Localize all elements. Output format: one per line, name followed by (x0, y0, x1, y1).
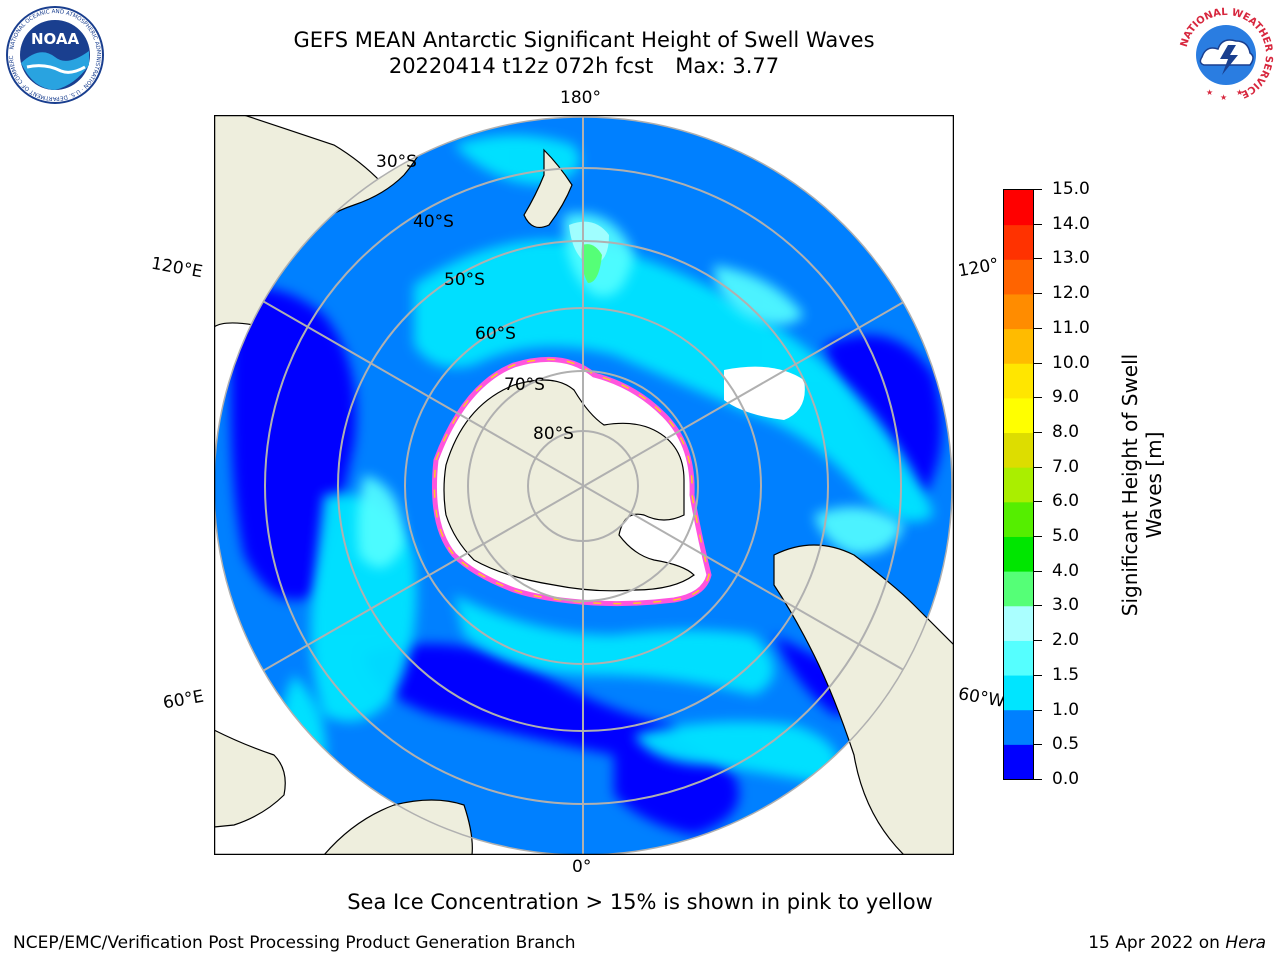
colorbar-tick-mark (1034, 675, 1042, 676)
colorbar-tick-mark (1034, 710, 1042, 711)
footer-machine: Hera (1225, 933, 1266, 953)
svg-text:★: ★ (1236, 88, 1243, 97)
colorbar-tick-label: 1.0 (1052, 700, 1080, 720)
colorbar-tick-label: 6.0 (1052, 491, 1080, 511)
lat-label-70s: 70°S (504, 375, 545, 395)
colorbar-swatch (1004, 675, 1033, 711)
map-subtitle: 20220414 t12z 072h fcst Max: 3.77 (214, 53, 954, 79)
footer-date: 15 Apr 2022 on Hera (1088, 933, 1266, 953)
lon-label-60e: 60°E (161, 686, 206, 714)
colorbar-tick-label: 9.0 (1052, 387, 1080, 407)
svg-text:★: ★ (1220, 93, 1227, 102)
colorbar-tick-label: 3.0 (1052, 595, 1080, 615)
colorbar-tick-label: 14.0 (1052, 214, 1090, 234)
colorbar-swatch (1004, 397, 1033, 434)
lon-label-120w: 120° (956, 254, 1001, 282)
colorbar-tick-label: 12.0 (1052, 283, 1090, 303)
colorbar-tick-mark (1034, 605, 1042, 606)
colorbar-tick-label: 13.0 (1052, 248, 1090, 268)
colorbar-swatch (1004, 605, 1033, 641)
colorbar-tick-mark (1034, 328, 1042, 329)
colorbar-swatch (1004, 571, 1033, 607)
colorbar-tick-label: 10.0 (1052, 353, 1090, 373)
colorbar (1003, 189, 1034, 780)
colorbar-swatch (1004, 432, 1033, 468)
colorbar-tick-label: 5.0 (1052, 526, 1080, 546)
colorbar-tick-mark (1034, 779, 1042, 780)
colorbar-swatch (1004, 293, 1033, 330)
ocean-disc (214, 117, 952, 855)
footer-date-text: 15 Apr 2022 on (1088, 933, 1220, 953)
colorbar-tick-label: 2.0 (1052, 630, 1080, 650)
colorbar-tick-label: 1.5 (1052, 665, 1080, 685)
colorbar-title-line2: Waves [m] (1142, 431, 1166, 539)
colorbar-tick-mark (1034, 189, 1042, 190)
colorbar-tick-label: 8.0 (1052, 422, 1080, 442)
lat-label-80s: 80°S (533, 424, 574, 444)
colorbar-tick-mark (1034, 467, 1042, 468)
max-value: Max: 3.77 (675, 54, 780, 78)
colorbar-swatch (1004, 363, 1033, 399)
polar-map (214, 115, 954, 855)
colorbar-tick-mark (1034, 363, 1042, 364)
lon-label-60w: 60°W (956, 684, 1007, 712)
colorbar-tick-mark (1034, 536, 1042, 537)
lon-label-0: 0° (572, 857, 592, 877)
colorbar-tick-label: 0.0 (1052, 769, 1080, 789)
forecast-run: 20220414 t12z 072h fcst (388, 54, 654, 78)
nws-logo: NATIONAL WEATHER SERVICE ★ ★ ★ (1176, 5, 1276, 109)
lat-label-30s: 30°S (376, 152, 417, 172)
colorbar-tick-mark (1034, 501, 1042, 502)
colorbar-swatch (1004, 536, 1033, 572)
colorbar-swatch (1004, 640, 1033, 676)
colorbar-title-line1: Significant Height of Swell (1118, 353, 1142, 617)
lon-label-180: 180° (560, 88, 601, 108)
lat-label-60s: 60°S (475, 324, 516, 344)
colorbar-tick-mark (1034, 224, 1042, 225)
graticule (214, 117, 952, 855)
colorbar-tick-label: 11.0 (1052, 318, 1090, 338)
colorbar-swatch (1004, 224, 1033, 260)
colorbar-tick-mark (1034, 640, 1042, 641)
noaa-logo: NATIONAL OCEANIC AND ATMOSPHERIC ADMINIS… (3, 1, 105, 109)
colorbar-swatch (1004, 501, 1033, 537)
lon-label-120e: 120°E (149, 253, 205, 283)
colorbar-title: Significant Height of Swell Waves [m] (1118, 285, 1166, 685)
colorbar-tick-mark (1034, 293, 1042, 294)
colorbar-tick-mark (1034, 571, 1042, 572)
colorbar-tick-label: 15.0 (1052, 179, 1090, 199)
colorbar-swatch (1004, 467, 1033, 503)
colorbar-swatch (1004, 328, 1033, 364)
colorbar-swatch (1004, 190, 1033, 226)
footer-branch: NCEP/EMC/Verification Post Processing Pr… (13, 933, 576, 953)
colorbar-tick-label: 7.0 (1052, 457, 1080, 477)
colorbar-tick-label: 0.5 (1052, 734, 1080, 754)
colorbar-tick-mark (1034, 397, 1042, 398)
svg-text:★: ★ (1206, 88, 1213, 97)
colorbar-swatch (1004, 744, 1033, 779)
colorbar-swatch (1004, 259, 1033, 295)
noaa-text: NOAA (31, 30, 80, 48)
colorbar-tick-mark (1034, 744, 1042, 745)
lat-label-40s: 40°S (413, 212, 454, 232)
colorbar-swatch (1004, 709, 1033, 745)
map-title: GEFS MEAN Antarctic Significant Height o… (293, 28, 875, 52)
colorbar-tick-mark (1034, 258, 1042, 259)
sea-ice-note: Sea Ice Concentration > 15% is shown in … (347, 890, 933, 914)
colorbar-tick-mark (1034, 432, 1042, 433)
map-svg (214, 115, 954, 855)
colorbar-tick-label: 4.0 (1052, 561, 1080, 581)
colorbar-swatches (1004, 190, 1033, 779)
lat-label-50s: 50°S (444, 270, 485, 290)
